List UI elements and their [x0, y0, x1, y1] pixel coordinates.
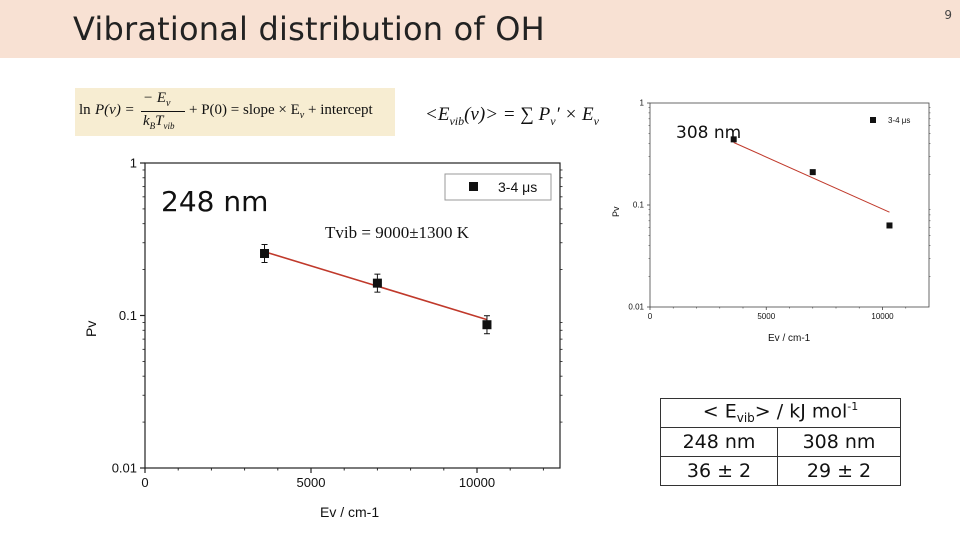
- y-tick-label: 1: [130, 155, 137, 170]
- chart-308-legend-marker: [870, 117, 876, 123]
- eq-denominator: kBTvib: [143, 113, 175, 131]
- chart-308-xlabel: Ev / cm-1: [768, 333, 811, 344]
- chart-248-xlabel: Ev / cm-1: [320, 504, 379, 520]
- slide-title: Vibrational distribution of OH: [73, 10, 545, 48]
- chart-248-annotation: Tvib = 9000±1300 K: [325, 223, 470, 242]
- data-point: [730, 136, 737, 143]
- eq-num-text: − E: [143, 90, 167, 106]
- boltzmann-equation: ln P(v) = − Ev kBTvib + P(0) = slope × E…: [75, 88, 395, 136]
- chart-248-legend-box: [444, 173, 552, 201]
- data-point: [482, 320, 492, 330]
- table-cell-col1: 248 nm: [660, 427, 778, 457]
- y-tick-label: 0.01: [112, 460, 137, 475]
- chart-248nm: 0 5000 10000 0.01 0.1 1 248 nm Tvib = 9000±13…: [83, 155, 563, 520]
- eq2-mid: (v)> = ∑ P: [464, 104, 551, 125]
- eq2-lhs: <E: [425, 104, 450, 125]
- eq-den-text: k: [143, 113, 150, 129]
- title-bar: [0, 0, 960, 58]
- eq2-rhs: ′ × E: [555, 104, 594, 125]
- chart-308-ylabel: Pv: [611, 206, 621, 217]
- energy-table: < Evib> / kJ mol-1 248 nm 308 nm 36 ± 2 …: [660, 398, 901, 486]
- data-point: [886, 222, 893, 229]
- table-header-rest: > / kJ mol: [754, 400, 848, 423]
- y-tick-label: 0.01: [628, 303, 644, 312]
- table-row: 36 ± 2 29 ± 2: [660, 456, 901, 486]
- table-cell-val2: 29 ± 2: [777, 456, 901, 486]
- page-number: 9: [944, 8, 952, 22]
- fit-line: [733, 142, 890, 213]
- x-tick-label: 10000: [871, 312, 894, 321]
- y-tick-label: 0.1: [633, 201, 645, 210]
- y-tick-label: 1: [640, 99, 645, 108]
- chart-308-title: 308 nm: [676, 123, 741, 143]
- data-point: [809, 169, 816, 176]
- x-tick-label: 5000: [757, 312, 775, 321]
- eq-ln: ln: [79, 102, 91, 118]
- chart-248-legend-label: 3-4 μs: [498, 179, 537, 195]
- table-header-row: < Evib> / kJ mol-1: [660, 398, 901, 428]
- x-tick-label: 0: [141, 475, 148, 490]
- table-header-text: < E: [702, 400, 737, 423]
- table-cell-val1: 36 ± 2: [660, 456, 778, 486]
- eq-fraction-line: [141, 111, 185, 112]
- eq-pv: P(v) =: [95, 102, 135, 118]
- x-tick-label: 5000: [297, 475, 326, 490]
- chart-248-ylabel: Pv: [83, 321, 99, 337]
- table-header: < Evib> / kJ mol-1: [660, 398, 901, 428]
- chart-308nm: 0 5000 10000 0.01 0.1 1 308 nm 3-4 μs Ev / cm…: [611, 99, 931, 344]
- y-tick-label: 0.1: [119, 308, 137, 323]
- eq-rest-text: + P(0) = slope × E: [189, 102, 300, 118]
- x-tick-label: 0: [648, 312, 653, 321]
- table-header-sub: vib: [736, 411, 755, 426]
- data-point: [260, 249, 270, 259]
- table-header-sup: -1: [847, 400, 859, 414]
- eq-numerator: − Ev: [143, 90, 171, 109]
- table-row: 248 nm 308 nm: [660, 427, 901, 457]
- chart-248-title: 248 nm: [161, 185, 268, 218]
- chart-248-legend-marker: [469, 182, 478, 191]
- x-tick-label: 10000: [459, 475, 495, 490]
- eq-rest: + P(0) = slope × Ev + intercept: [189, 102, 373, 121]
- table-cell-col2: 308 nm: [777, 427, 901, 457]
- eq-tail-text: + intercept: [308, 102, 373, 118]
- chart-308-legend-label: 3-4 μs: [888, 116, 910, 125]
- data-point: [372, 278, 382, 288]
- avg-energy-equation: <Evib(v)> = ∑ Pv′ × Ev: [425, 104, 599, 128]
